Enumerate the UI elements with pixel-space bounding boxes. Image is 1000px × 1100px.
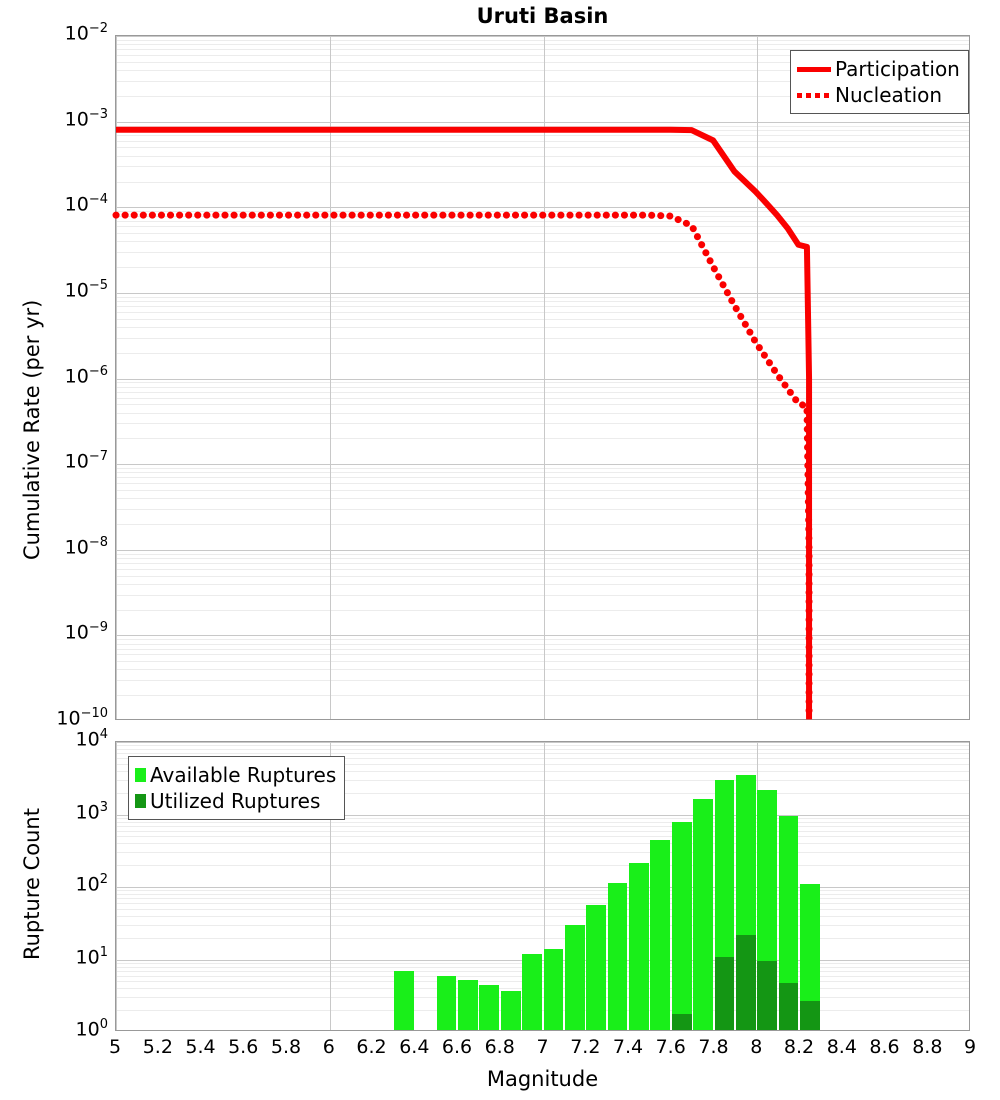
- gridline-minor: [116, 909, 969, 910]
- gridline-minor: [116, 981, 969, 982]
- gridline-minor: [116, 894, 969, 895]
- bar-available: [608, 883, 628, 1030]
- y-tick-label: 10−6: [42, 364, 108, 387]
- gridline-minor: [116, 898, 969, 899]
- bar-available: [629, 863, 649, 1030]
- gridline-minor: [116, 890, 969, 891]
- gridline-minor: [116, 925, 969, 926]
- gridline-minor: [116, 963, 969, 964]
- gridline-minor: [116, 843, 969, 844]
- bar-utilized: [800, 1001, 820, 1030]
- bar-available: [479, 985, 499, 1030]
- legend-item-available-ruptures: Available Ruptures: [135, 762, 336, 788]
- legend-label-utilized-ruptures: Utilized Ruptures: [150, 789, 320, 813]
- bar-available: [650, 840, 670, 1030]
- gridline-minor: [116, 971, 969, 972]
- series-nucleation: [116, 215, 809, 719]
- top-chart-y-axis-label: Cumulative Rate (per yr): [20, 300, 44, 560]
- dark-green-square-icon: [135, 794, 146, 808]
- x-tick-label: 9: [940, 1036, 1000, 1058]
- gridline-minor: [116, 836, 969, 837]
- y-tick-label: 103: [42, 800, 108, 823]
- gridline-minor: [116, 997, 969, 998]
- gridline: [116, 960, 969, 961]
- legend-label-participation: Participation: [835, 57, 960, 81]
- bar-available: [586, 905, 606, 1030]
- y-tick-label: 102: [42, 872, 108, 895]
- gridline-minor: [116, 745, 969, 746]
- y-tick-label: 10−9: [42, 620, 108, 643]
- gridline-minor: [116, 903, 969, 904]
- bar-available: [501, 991, 521, 1030]
- y-tick-label: 10−7: [42, 449, 108, 472]
- gridline-vertical: [116, 742, 117, 1030]
- gridline-minor: [116, 826, 969, 827]
- x-axis-label: Magnitude: [115, 1067, 970, 1091]
- gridline-minor: [116, 822, 969, 823]
- y-tick-label: 10−2: [42, 21, 108, 44]
- bar-utilized: [757, 961, 777, 1030]
- bar-available: [672, 822, 692, 1031]
- gridline-minor: [116, 967, 969, 968]
- legend-item-nucleation: Nucleation: [797, 82, 960, 108]
- y-tick-label: 10−5: [42, 278, 108, 301]
- top-chart-legend: Participation Nucleation: [790, 50, 969, 114]
- bar-utilized: [779, 983, 799, 1030]
- bar-available: [437, 976, 457, 1030]
- bottom-chart-legend: Available Ruptures Utilized Ruptures: [128, 756, 345, 820]
- gridline-minor: [116, 976, 969, 977]
- bar-available: [544, 949, 564, 1030]
- bottom-chart-y-axis-label: Rupture Count: [20, 808, 44, 960]
- gridline-minor: [116, 852, 969, 853]
- gridline: [116, 742, 969, 743]
- legend-label-nucleation: Nucleation: [835, 83, 942, 107]
- gridline-minor: [116, 753, 969, 754]
- bar-available: [693, 799, 713, 1030]
- y-tick-label: 10−10: [42, 706, 108, 729]
- gridline-minor: [116, 865, 969, 866]
- bar-available: [458, 980, 478, 1031]
- gridline-minor: [116, 988, 969, 989]
- y-tick-label: 104: [42, 727, 108, 750]
- gridline-minor: [116, 916, 969, 917]
- gridline-minor: [116, 938, 969, 939]
- solid-line-icon: [797, 67, 831, 72]
- bar-available: [565, 925, 585, 1030]
- legend-item-participation: Participation: [797, 56, 960, 82]
- green-square-icon: [135, 768, 146, 782]
- y-tick-label: 10−3: [42, 107, 108, 130]
- y-tick-label: 10−4: [42, 192, 108, 215]
- bar-available: [522, 954, 542, 1030]
- gridline-minor: [116, 749, 969, 750]
- gridline: [116, 887, 969, 888]
- cumulative-rate-plot: [115, 35, 970, 720]
- dotted-line-icon: [797, 93, 831, 98]
- gridline-minor: [116, 831, 969, 832]
- bar-utilized: [672, 1014, 692, 1031]
- page-title: Uruti Basin: [115, 4, 970, 28]
- y-tick-label: 101: [42, 945, 108, 968]
- bar-utilized: [715, 957, 735, 1031]
- bar-utilized: [736, 935, 756, 1030]
- legend-label-available-ruptures: Available Ruptures: [150, 763, 336, 787]
- bar-available: [394, 971, 414, 1030]
- figure-root: Uruti Basin Cumulative Rate (per yr) Rup…: [0, 0, 1000, 1100]
- y-tick-label: 10−8: [42, 535, 108, 558]
- magnitude-frequency-curves: [116, 36, 969, 719]
- legend-item-utilized-ruptures: Utilized Ruptures: [135, 788, 336, 814]
- gridline-minor: [116, 1010, 969, 1011]
